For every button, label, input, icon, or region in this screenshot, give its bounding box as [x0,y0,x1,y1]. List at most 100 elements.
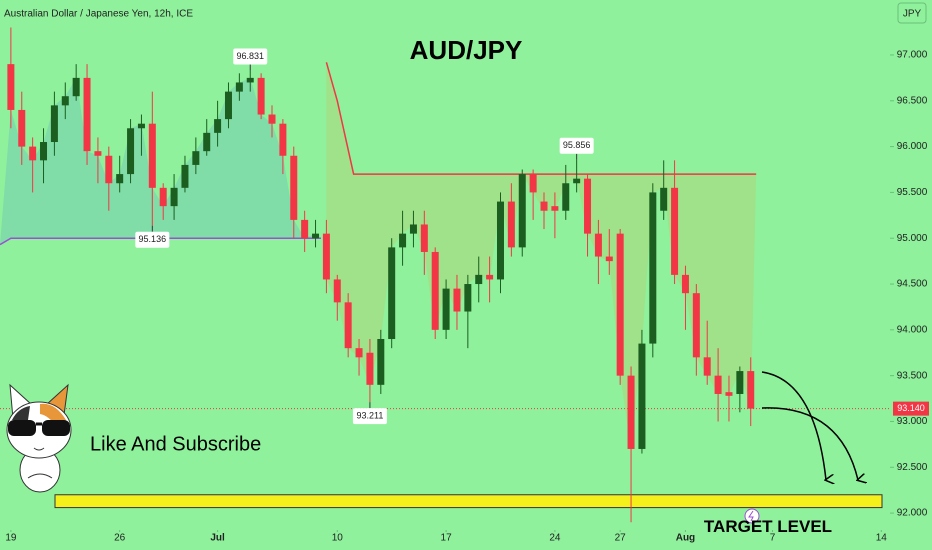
candle-body [453,288,461,312]
indicator-line [325,62,757,175]
candle-body [181,164,189,188]
candle-body [50,105,58,143]
candle-body [7,64,15,110]
candle-body [333,279,341,303]
candle-body [464,284,472,312]
x-tick-label: 14 [876,533,888,544]
candle-body [355,348,363,358]
candle-body [214,119,222,133]
candle-body [584,178,592,234]
candle-body [344,302,352,349]
y-tick-label: 96.000 [897,141,928,152]
candle-body [257,77,265,115]
plot: 92.000 92.500 93.000 93.500 94.000 94.500 95.0… [0,27,929,544]
arrow [761,407,858,480]
candle-body [605,256,613,262]
candle-body [475,274,483,285]
arrow [761,371,826,480]
flash-icon-bolt [748,510,754,522]
indicator-fill [0,77,321,245]
candle-body [137,123,145,129]
x-tick-label: 7 [770,533,776,544]
annotation-label: 95.136 [139,234,167,244]
y-tick-label: 92.000 [897,508,928,519]
target-label: TARGET LEVEL [704,517,832,536]
candle-body [40,142,48,161]
y-tick-label: 95.500 [897,187,928,198]
candle-body [366,352,374,385]
candle-body [681,274,689,294]
x-tick-label: 27 [615,533,627,544]
candle-body [562,183,570,211]
candle-body [94,151,102,156]
candle-body [660,187,668,211]
cat-icon [6,383,72,493]
candle-body [29,146,37,161]
annotation-box [135,231,170,248]
candle-body [692,293,700,358]
candle-body [388,247,396,340]
annotation-label: 96.831 [236,51,264,61]
candle-body [736,371,744,394]
candle-body [529,174,537,193]
candle-body [192,151,200,165]
y-tick-label: 94.500 [897,279,928,290]
candle-body [72,77,80,97]
indicator-line [0,237,321,246]
candle-body [235,82,243,92]
x-tick-label: 10 [332,533,344,544]
annotation-box [352,408,387,425]
candle-body [671,187,679,275]
candle-body [551,206,559,211]
candle-body [496,201,504,280]
currency: JPY [903,9,922,20]
candle-body [246,77,254,83]
candle-body [83,77,91,152]
last-price-box [893,401,929,416]
candle-body [747,371,755,409]
candle-body [159,187,167,207]
candle-body [627,375,635,449]
candle-body [203,132,211,152]
candle-body [301,219,309,239]
candle-body [105,155,113,184]
candle-body [518,174,526,248]
candle-body [540,201,548,211]
x-tick-label: 24 [549,533,561,544]
header: Australian Dollar / Japanese Yen, 12h, I… [4,9,193,20]
candle-body [377,339,385,385]
candle-body [486,274,494,280]
x-tick-label: 26 [114,533,126,544]
currency-box [897,2,927,24]
candle-body [573,178,581,184]
candle-body [279,123,287,156]
y-tick-label: 93.000 [897,416,928,427]
candle-body [725,392,733,396]
y-tick-label: 93.500 [897,370,928,381]
candle-body [420,224,428,252]
annotation-box [233,48,268,65]
candle-body [703,357,711,376]
annotation-label: 93.211 [356,411,383,421]
y-tick-label: 95.000 [897,233,928,244]
candle-body [714,375,722,394]
x-tick-label: Aug [676,533,695,544]
chart-title: AUD/JPY [410,35,523,65]
candle-body [268,114,276,124]
annotation-label: 95.856 [563,140,591,150]
candle-body [399,233,407,248]
candle-body [431,251,439,330]
flash-icon [744,508,760,524]
x-tick-label: 17 [441,533,453,544]
candle-body [18,109,26,147]
candle-body [409,224,417,234]
target-zone [54,494,883,509]
candle-body [322,233,330,280]
candle-body [638,343,646,449]
y-tick-label: 94.000 [897,324,928,335]
y-tick-label: 92.500 [897,462,928,473]
candle-body [616,233,624,376]
